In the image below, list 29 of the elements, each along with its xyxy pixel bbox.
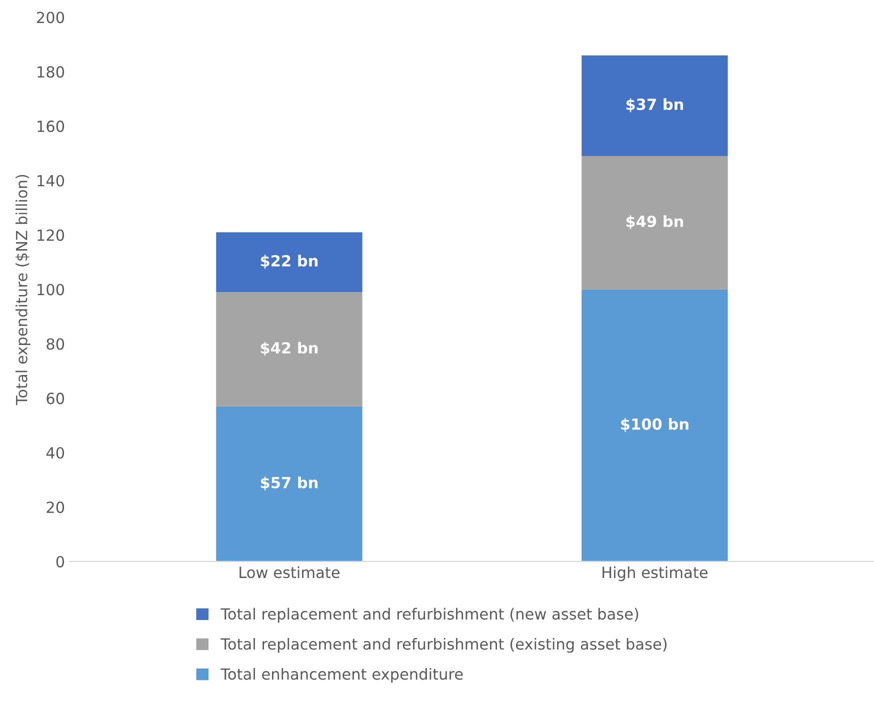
y-tick-label: 200 — [37, 12, 64, 24]
data-label: $57 bn — [260, 476, 318, 490]
data-label: $37 bn — [626, 98, 684, 112]
y-tick-label: 40 — [46, 447, 64, 459]
y-tick-label: 0 — [56, 556, 64, 568]
y-tick-label: 120 — [38, 229, 64, 241]
legend-label: Total replacement and refurbishment (new asset base) — [220, 608, 638, 623]
x-tick-label: Low estimate — [240, 566, 340, 578]
bar — [582, 55, 728, 156]
data-label: $22 bn — [260, 254, 318, 269]
y-tick-label: 80 — [46, 338, 64, 350]
bar — [216, 406, 362, 562]
bar — [216, 232, 362, 292]
legend-label: Total replacement and refurbishment (existing asset base) — [220, 638, 667, 653]
y-tick-label: 140 — [38, 174, 64, 187]
x-tick-label: High estimate — [602, 566, 708, 582]
y-tick-label: 180 — [38, 66, 64, 78]
y-tick-label: 100 — [38, 284, 64, 296]
y-axis-title: Total expenditure ($NZ billion) — [16, 174, 30, 406]
legend-label: Total enhancement expenditure — [220, 668, 463, 683]
bar — [582, 156, 728, 290]
y-tick-label: 20 — [46, 502, 64, 514]
data-label: $49 bn — [626, 215, 684, 230]
bar — [216, 292, 362, 406]
y-tick-label: 160 — [38, 120, 64, 132]
y-tick-label: 60 — [46, 392, 64, 404]
data-label: $42 bn — [260, 342, 318, 356]
data-label: $100 bn — [621, 418, 688, 432]
bar — [582, 289, 728, 562]
